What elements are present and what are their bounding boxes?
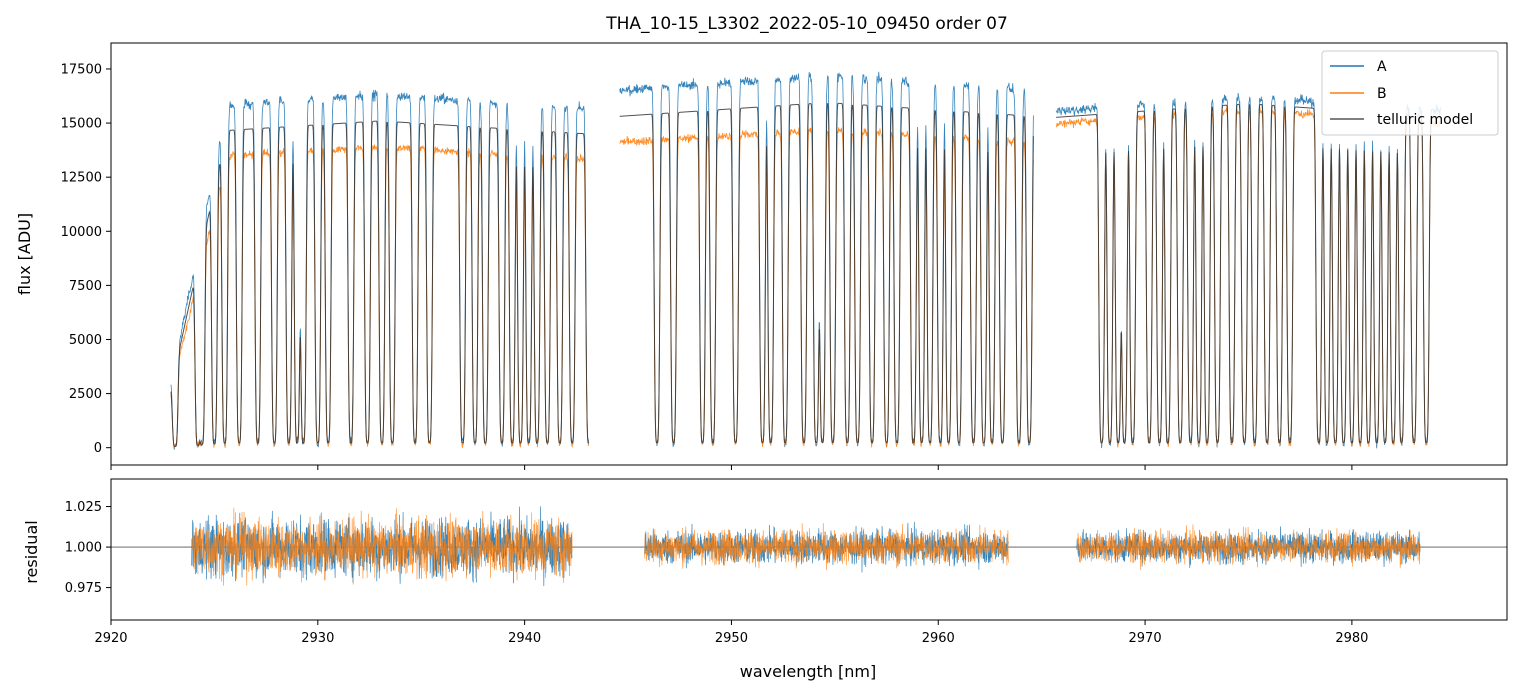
residual-b-line — [644, 523, 1009, 570]
bottom-y-axis-label: residual — [22, 520, 41, 583]
residual-y-tick-label: 1.025 — [65, 500, 102, 515]
chart-title: THA_10-15_L3302_2022-05-10_09450 order 0… — [605, 14, 1008, 34]
residual-panel: 0.975 1.000 1.025 2920 2930 2940 2950 2960 2970 2… — [65, 478, 1508, 646]
flux-panel-frame — [110, 42, 1508, 466]
flux-y-tick-label: 0 — [94, 441, 102, 456]
flux-y-tick-label: 7500 — [69, 279, 102, 294]
series-a-line — [619, 71, 1034, 448]
telluric-model-line — [619, 102, 1034, 444]
x-axis-label: wavelength [nm] — [740, 662, 877, 681]
residual-x-tick-label: 2980 — [1335, 631, 1368, 646]
residual-x-tick-label: 2970 — [1129, 631, 1162, 646]
top-y-axis-label: flux [ADU] — [15, 213, 34, 295]
flux-y-tick-label: 2500 — [69, 387, 102, 402]
residual-x-tick-label: 2950 — [715, 631, 748, 646]
telluric-model-line — [170, 120, 589, 448]
residual-b-line — [1076, 524, 1421, 571]
telluric-model-line — [1056, 103, 1441, 444]
residual-y-tick-label: 0.975 — [65, 581, 102, 596]
flux-y-tick-label: 17500 — [61, 62, 102, 77]
residual-x-tick-label: 2930 — [301, 631, 334, 646]
flux-y-tick-label: 10000 — [61, 225, 102, 240]
flux-y-tick-label: 12500 — [61, 171, 102, 186]
legend-label-b: B — [1377, 86, 1387, 102]
legend: A B telluric model — [1321, 50, 1499, 136]
residual-x-tick-label: 2920 — [94, 631, 127, 646]
residual-b-line — [191, 507, 573, 586]
residual-x-tick-label: 2940 — [508, 631, 541, 646]
residual-y-tick-label: 1.000 — [65, 541, 102, 556]
residual-panel-frame — [110, 478, 1508, 621]
flux-panel: 0 2500 5000 7500 10000 12500 15000 17500 — [61, 42, 1508, 470]
legend-box — [1321, 50, 1499, 136]
legend-label-model: telluric model — [1377, 112, 1473, 128]
residual-x-tick-label: 2960 — [922, 631, 955, 646]
legend-label-a: A — [1377, 59, 1387, 75]
flux-y-tick-label: 15000 — [61, 117, 102, 132]
flux-y-tick-label: 5000 — [69, 333, 102, 348]
